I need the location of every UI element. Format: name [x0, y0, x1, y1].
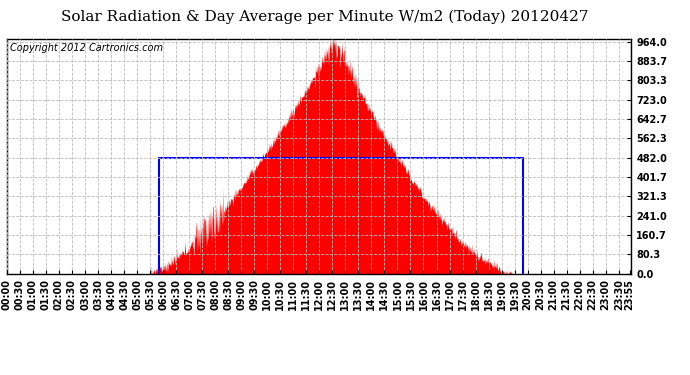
Text: Solar Radiation & Day Average per Minute W/m2 (Today) 20120427: Solar Radiation & Day Average per Minute… [61, 9, 588, 24]
Text: Copyright 2012 Cartronics.com: Copyright 2012 Cartronics.com [10, 43, 163, 53]
